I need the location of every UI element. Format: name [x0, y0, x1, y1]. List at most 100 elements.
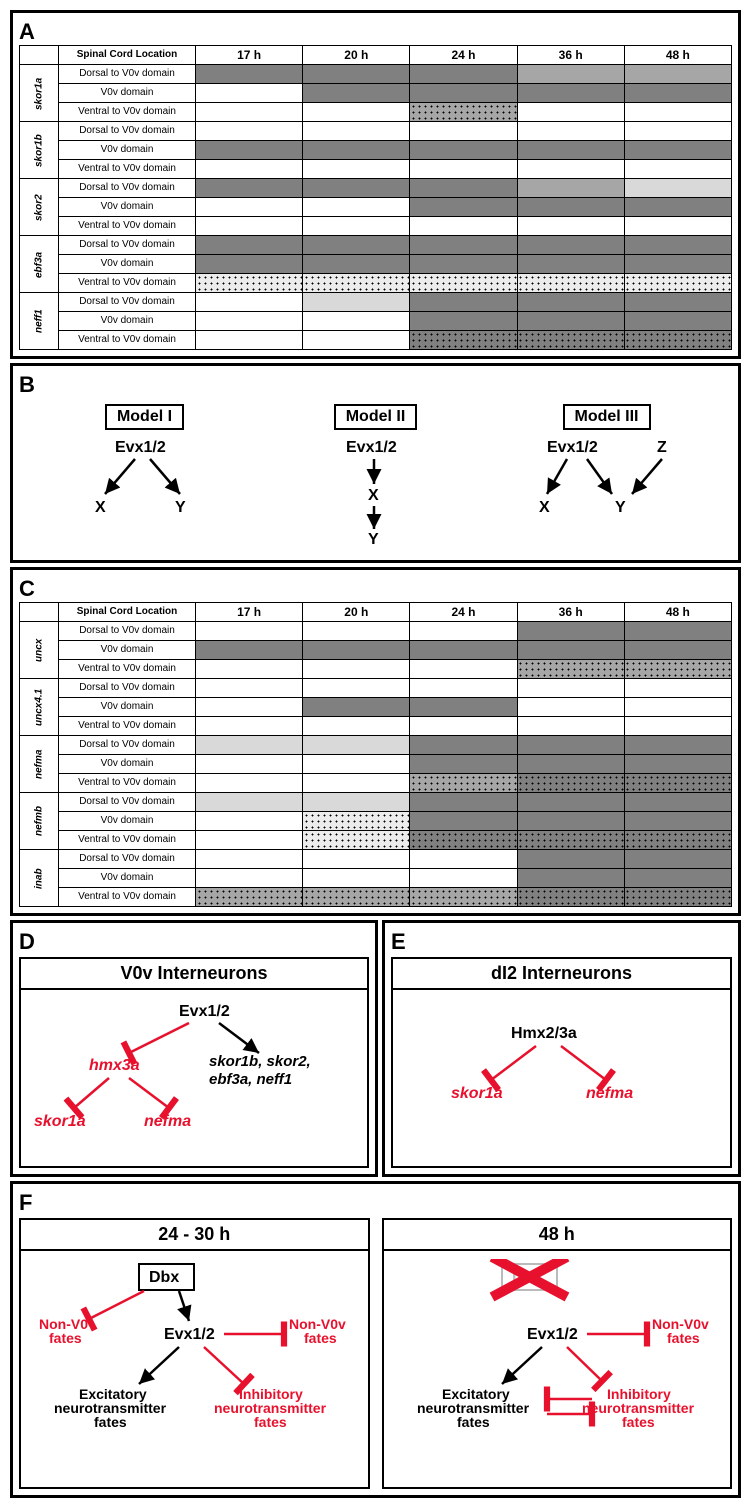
location-label: Ventral to V0v domain — [59, 103, 196, 122]
col-header: Spinal Cord Location — [59, 46, 196, 65]
location-label: Ventral to V0v domain — [59, 888, 196, 907]
expr-cell — [410, 331, 517, 350]
expr-cell — [196, 179, 303, 198]
panel-b: B Model IEvx1/2XYModel IIEvx1/2XYModel I… — [10, 363, 741, 563]
expr-table-a: Spinal Cord Location17 h20 h24 h36 h48 h… — [19, 45, 732, 350]
expr-cell — [196, 236, 303, 255]
expr-cell — [196, 331, 303, 350]
expr-cell — [410, 198, 517, 217]
expr-cell — [196, 850, 303, 869]
expr-cell — [517, 312, 624, 331]
f-right-body: Dbx Evx1/2 Non-V0vfates Excitatoryneurot… — [384, 1251, 731, 1487]
expr-cell — [196, 717, 303, 736]
expr-cell — [624, 717, 731, 736]
col-header: Spinal Cord Location — [59, 603, 196, 622]
panel-e-title: dI2 Interneurons — [393, 959, 730, 990]
expr-cell — [303, 293, 410, 312]
col-header: 17 h — [196, 46, 303, 65]
location-label: Ventral to V0v domain — [59, 660, 196, 679]
expr-cell — [517, 774, 624, 793]
svg-text:Inhibitoryneurotransmitterfate: Inhibitoryneurotransmitterfates — [214, 1386, 327, 1430]
expr-cell — [196, 65, 303, 84]
expr-cell — [410, 160, 517, 179]
svg-text:Non-V0fates: Non-V0fates — [39, 1316, 88, 1346]
expr-cell — [624, 217, 731, 236]
expr-cell — [196, 869, 303, 888]
expr-cell — [303, 622, 410, 641]
location-label: Dorsal to V0v domain — [59, 793, 196, 812]
expr-cell — [303, 331, 410, 350]
col-header: 17 h — [196, 603, 303, 622]
svg-text:Y: Y — [368, 531, 379, 544]
expr-cell — [517, 236, 624, 255]
e-root: Hmx2/3a — [511, 1025, 577, 1042]
gene-label: neff1 — [20, 293, 59, 350]
expr-cell — [410, 793, 517, 812]
location-label: Dorsal to V0v domain — [59, 293, 196, 312]
expr-cell — [303, 312, 410, 331]
expr-cell — [410, 274, 517, 293]
expr-cell — [196, 122, 303, 141]
model: Model IEvx1/2XY — [55, 404, 235, 544]
expr-cell — [196, 255, 303, 274]
expr-cell — [196, 888, 303, 907]
gene-label: nefmb — [20, 793, 59, 850]
panel-e: E dI2 Interneurons Hmx2/3a skor1a nefma — [382, 920, 741, 1177]
expr-cell — [303, 831, 410, 850]
expr-cell — [517, 888, 624, 907]
location-label: V0v domain — [59, 198, 196, 217]
expr-cell — [196, 831, 303, 850]
expr-cell — [410, 698, 517, 717]
e-diagram: Hmx2/3a skor1a nefma — [401, 998, 701, 1158]
expr-cell — [303, 679, 410, 698]
expr-cell — [196, 312, 303, 331]
expr-cell — [517, 65, 624, 84]
svg-text:Non-V0vfates: Non-V0vfates — [652, 1316, 709, 1346]
location-label: Dorsal to V0v domain — [59, 622, 196, 641]
panel-e-label: E — [391, 929, 732, 955]
col-header: 20 h — [303, 603, 410, 622]
col-header: 24 h — [410, 603, 517, 622]
expr-cell — [624, 141, 731, 160]
expr-cell — [303, 236, 410, 255]
location-label: V0v domain — [59, 812, 196, 831]
expr-cell — [624, 831, 731, 850]
expr-cell — [410, 641, 517, 660]
expr-cell — [624, 641, 731, 660]
gene-label: ebf3a — [20, 236, 59, 293]
expr-cell — [196, 141, 303, 160]
expr-cell — [517, 812, 624, 831]
expr-cell — [517, 198, 624, 217]
location-label: Ventral to V0v domain — [59, 717, 196, 736]
location-label: V0v domain — [59, 255, 196, 274]
svg-text:Evx1/2: Evx1/2 — [346, 439, 397, 456]
d-nefma: nefma — [144, 1113, 191, 1130]
expr-cell — [410, 660, 517, 679]
expr-cell — [410, 774, 517, 793]
e-nefma: nefma — [586, 1085, 633, 1102]
expr-cell — [624, 698, 731, 717]
model: Model IIEvx1/2XY — [286, 404, 466, 544]
location-label: V0v domain — [59, 755, 196, 774]
expr-cell — [624, 122, 731, 141]
f-left-diagram: Dbx Non-V0fates Evx1/2 Non-V0vfates Exci… — [29, 1259, 359, 1469]
location-label: V0v domain — [59, 312, 196, 331]
expr-cell — [624, 774, 731, 793]
panel-a: A Spinal Cord Location17 h20 h24 h36 h48… — [10, 10, 741, 359]
d-hmx3a: hmx3a — [89, 1057, 140, 1074]
expr-cell — [196, 774, 303, 793]
expr-cell — [303, 793, 410, 812]
svg-text:Excitatoryneurotransmitterfate: Excitatoryneurotransmitterfates — [54, 1386, 167, 1430]
expr-cell — [624, 622, 731, 641]
expr-cell — [410, 236, 517, 255]
expr-cell — [517, 160, 624, 179]
expr-cell — [410, 217, 517, 236]
col-header: 36 h — [517, 603, 624, 622]
expr-cell — [303, 84, 410, 103]
gene-label: skor1b — [20, 122, 59, 179]
expr-cell — [410, 293, 517, 312]
expr-cell — [196, 698, 303, 717]
location-label: V0v domain — [59, 698, 196, 717]
expr-cell — [410, 141, 517, 160]
expr-cell — [303, 698, 410, 717]
